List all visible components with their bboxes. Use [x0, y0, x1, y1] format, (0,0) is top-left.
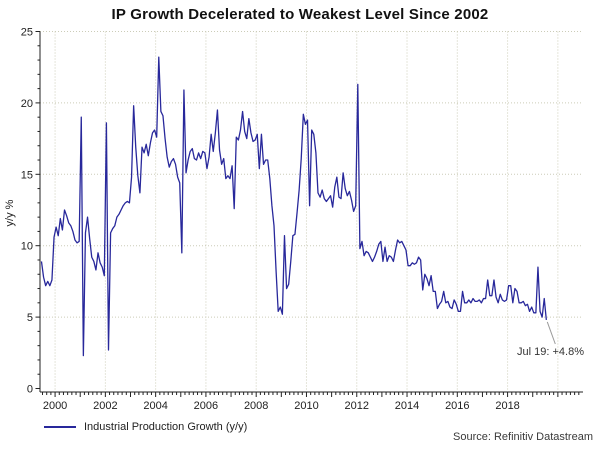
x-tick-label: 2018 — [495, 400, 519, 412]
x-tick-label: 2010 — [294, 400, 318, 412]
axes — [39, 31, 583, 393]
x-tick-label: 2008 — [244, 400, 268, 412]
x-tick-label: 2004 — [143, 400, 167, 412]
x-ticks: 2000 2002 2004 2006 2008 2010 2012 2014 2016 2018 — [42, 392, 580, 412]
x-tick-label: 2014 — [395, 400, 419, 412]
y-tick-label: 20 — [21, 98, 33, 110]
legend-label: Industrial Production Growth (y/y) — [84, 421, 248, 433]
x-tick-label: 2016 — [445, 400, 469, 412]
y-axis-title: y/y % — [4, 199, 16, 227]
annotation — [546, 321, 556, 345]
chart-title: IP Growth Decelerated to Weakest Level S… — [111, 6, 489, 23]
annotation-pointer-line — [546, 321, 556, 345]
y-tick-label: 0 — [27, 384, 33, 396]
y-tick-label: 25 — [21, 27, 33, 39]
legend: Industrial Production Growth (y/y) — [44, 420, 247, 434]
endpoint-annotation: Jul 19: +4.8% — [517, 346, 584, 358]
legend-line-swatch — [44, 426, 76, 428]
gridlines — [40, 31, 583, 392]
y-tick-label: 15 — [21, 169, 33, 181]
x-tick-label: 2000 — [43, 400, 67, 412]
ip-growth-line — [40, 56, 547, 357]
x-tick-label: 2006 — [194, 400, 218, 412]
y-tick-label: 5 — [27, 312, 33, 324]
y-tick-label: 10 — [21, 241, 33, 253]
x-tick-label: 2002 — [93, 400, 117, 412]
x-tick-label: 2012 — [345, 400, 369, 412]
series — [40, 56, 547, 357]
y-ticks: 0 5 10 15 20 25 — [21, 27, 40, 396]
source-note: Source: Refinitiv Datastream — [453, 431, 593, 443]
